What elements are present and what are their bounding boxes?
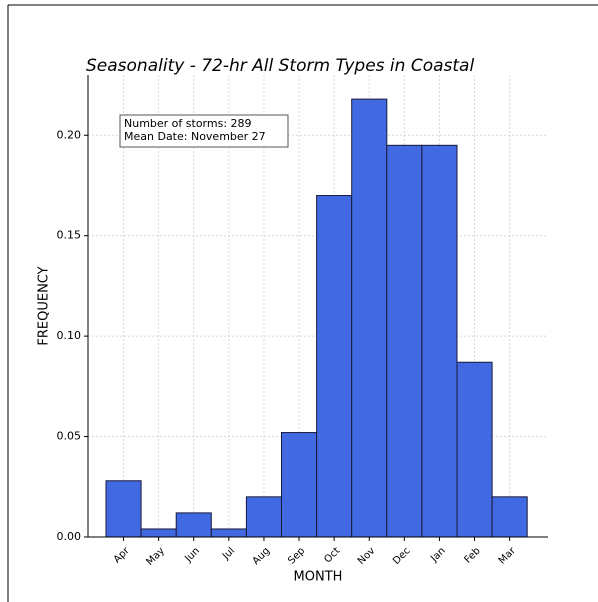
bar	[386, 144, 423, 538]
y-tick-label: 0.10	[57, 329, 82, 342]
y-tick-label: 0.20	[57, 128, 82, 141]
x-tick-label: May	[144, 545, 166, 567]
bar	[491, 496, 528, 538]
x-tick-label: Jul	[220, 545, 237, 562]
x-tick-label: Apr	[112, 545, 133, 566]
bar	[456, 361, 493, 538]
bar	[210, 528, 247, 538]
x-tick-label: Sep	[286, 545, 307, 566]
x-tick-label: Jan	[428, 545, 447, 564]
annotation: Number of storms: 289	[124, 117, 252, 130]
y-tick-label: 0.15	[57, 229, 82, 242]
x-tick-label: Mar	[497, 545, 519, 567]
annotation-box	[119, 114, 289, 148]
bar	[316, 195, 353, 538]
y-tick-label: 0.05	[57, 430, 82, 443]
annotation: Mean Date: November 27	[124, 130, 266, 143]
x-tick-label: Oct	[322, 545, 342, 565]
x-tick-label: Nov	[356, 545, 378, 567]
y-axis-label: FREQUENCY	[37, 266, 52, 345]
x-tick-label: Dec	[391, 545, 412, 566]
bar	[140, 528, 177, 538]
chart-title: Seasonality - 72-hr All Storm Types in C…	[86, 56, 474, 76]
bar	[245, 496, 282, 538]
bar	[351, 98, 388, 538]
bar	[175, 512, 212, 538]
bar	[281, 432, 318, 538]
bar	[105, 480, 142, 538]
x-axis-label: MONTH	[294, 570, 343, 585]
x-tick-label: Jun	[182, 545, 202, 565]
x-tick-label: Aug	[251, 545, 273, 567]
x-tick-label: Feb	[462, 545, 482, 565]
y-tick-label: 0.00	[57, 530, 82, 543]
bar	[421, 144, 458, 538]
